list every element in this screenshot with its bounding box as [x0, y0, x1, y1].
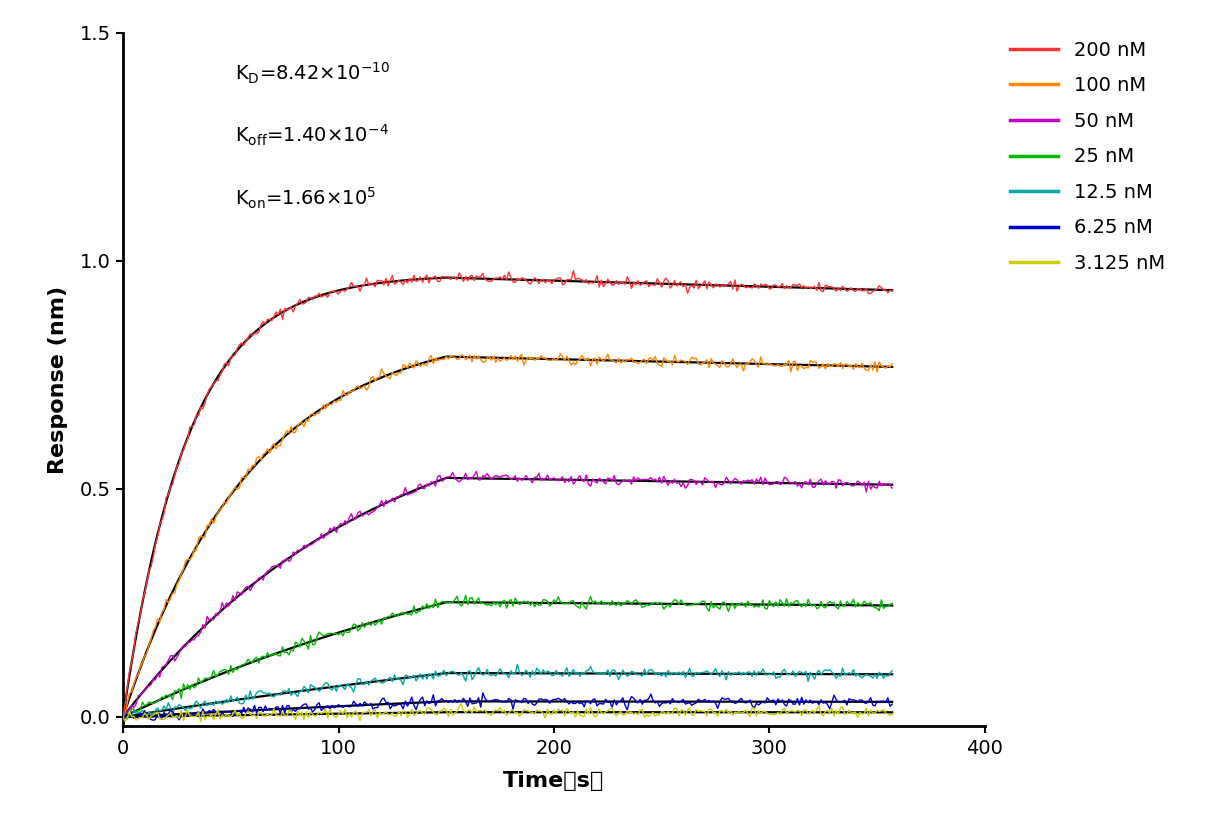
12.5 nM [138, 708, 153, 718]
100 nM [885, 359, 900, 369]
Y-axis label: Response (nm): Response (nm) [48, 285, 69, 474]
3.125 nM [553, 705, 567, 715]
12.5 nM [510, 659, 524, 669]
200 nM [380, 280, 395, 290]
12.5 nM [327, 681, 342, 691]
3.125 nM [116, 712, 130, 722]
200 nM [325, 286, 340, 296]
6.25 nM [116, 717, 130, 727]
25 nM [383, 611, 398, 621]
25 nM [348, 620, 363, 629]
Text: K$_\mathregular{off}$=1.40×10$^\mathregular{-4}$: K$_\mathregular{off}$=1.40×10$^\mathregu… [235, 123, 389, 148]
Legend: 200 nM, 100 nM, 50 nM, 25 nM, 12.5 nM, 6.25 nM, 3.125 nM: 200 nM, 100 nM, 50 nM, 25 nM, 12.5 nM, 6… [1002, 33, 1173, 280]
6.25 nM [885, 699, 900, 709]
6.25 nM [325, 700, 340, 710]
50 nM [380, 497, 395, 507]
25 nM [465, 593, 480, 603]
200 nM [116, 710, 130, 720]
50 nM [135, 688, 150, 698]
Line: 25 nM: 25 nM [123, 596, 892, 719]
3.125 nM [135, 713, 150, 723]
25 nM [119, 714, 135, 724]
X-axis label: Time（s）: Time（s） [503, 771, 604, 791]
12.5 nM [348, 679, 363, 689]
3.125 nM [193, 717, 208, 727]
6.25 nM [346, 696, 361, 706]
Line: 200 nM: 200 nM [123, 271, 892, 715]
12.5 nM [885, 666, 900, 676]
100 nM [553, 349, 567, 359]
6.25 nM [551, 693, 566, 703]
3.125 nM [327, 711, 342, 721]
12.5 nM [383, 672, 398, 682]
50 nM [346, 515, 361, 525]
6.25 nM [135, 711, 150, 721]
12.5 nM [463, 666, 478, 676]
3.125 nM [383, 710, 398, 719]
50 nM [885, 483, 900, 493]
12.5 nM [118, 713, 133, 723]
25 nM [327, 629, 342, 639]
25 nM [553, 597, 567, 607]
6.25 nM [460, 701, 475, 711]
100 nM [346, 386, 361, 396]
12.5 nM [553, 670, 567, 680]
25 nM [458, 591, 473, 601]
100 nM [135, 657, 150, 667]
25 nM [138, 700, 153, 710]
200 nM [885, 286, 900, 296]
200 nM [460, 276, 475, 285]
100 nM [549, 356, 564, 365]
200 nM [135, 596, 150, 606]
50 nM [551, 476, 566, 486]
50 nM [469, 466, 484, 476]
Text: K$_\mathregular{D}$=8.42×10$^\mathregular{-10}$: K$_\mathregular{D}$=8.42×10$^\mathregula… [235, 61, 390, 86]
100 nM [460, 352, 475, 362]
3.125 nM [465, 708, 480, 718]
100 nM [325, 399, 340, 409]
Line: 3.125 nM: 3.125 nM [123, 704, 892, 722]
200 nM [566, 266, 581, 276]
50 nM [116, 712, 130, 722]
12.5 nM [116, 710, 130, 719]
3.125 nM [454, 699, 469, 709]
3.125 nM [348, 706, 363, 716]
Line: 12.5 nM: 12.5 nM [123, 664, 892, 718]
3.125 nM [885, 710, 900, 719]
100 nM [380, 372, 395, 382]
Text: K$_\mathregular{on}$=1.66×10$^\mathregular{5}$: K$_\mathregular{on}$=1.66×10$^\mathregul… [235, 186, 377, 210]
Line: 6.25 nM: 6.25 nM [123, 693, 892, 722]
200 nM [549, 274, 564, 284]
25 nM [116, 710, 130, 719]
200 nM [346, 281, 361, 291]
Line: 50 nM: 50 nM [123, 471, 892, 717]
25 nM [885, 598, 900, 608]
Line: 100 nM: 100 nM [123, 354, 892, 716]
100 nM [116, 711, 130, 721]
6.25 nM [380, 698, 395, 708]
50 nM [460, 474, 475, 484]
50 nM [325, 526, 340, 535]
6.25 nM [475, 688, 490, 698]
